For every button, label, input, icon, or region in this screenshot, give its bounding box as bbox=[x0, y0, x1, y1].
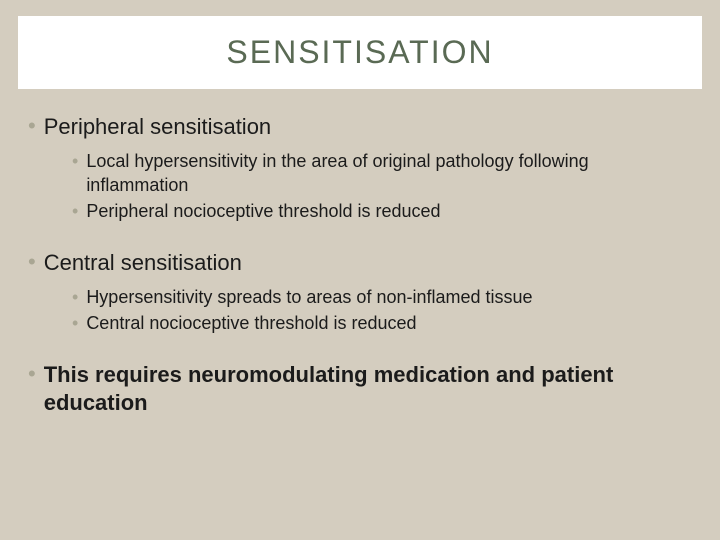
section-heading-text: Central sensitisation bbox=[44, 249, 242, 277]
list-item-text: Hypersensitivity spreads to areas of non… bbox=[86, 285, 532, 309]
bullet-icon: • bbox=[72, 149, 78, 173]
section-heading: • Central sensitisation bbox=[28, 249, 692, 277]
section-heading: • Peripheral sensitisation bbox=[28, 113, 692, 141]
bullet-icon: • bbox=[28, 361, 36, 387]
list-item: • Central nocioceptive threshold is redu… bbox=[72, 311, 692, 335]
bullet-icon: • bbox=[28, 113, 36, 139]
list-item-text: Local hypersensitivity in the area of or… bbox=[86, 149, 692, 198]
sub-list: • Local hypersensitivity in the area of … bbox=[72, 149, 692, 224]
section-heading-text: This requires neuromodulating medication… bbox=[44, 361, 692, 416]
list-item-text: Central nocioceptive threshold is reduce… bbox=[86, 311, 416, 335]
title-box: SENSITISATION bbox=[18, 16, 702, 89]
bullet-icon: • bbox=[72, 199, 78, 223]
list-item: • Peripheral nocioceptive threshold is r… bbox=[72, 199, 692, 223]
bullet-icon: • bbox=[28, 249, 36, 275]
bullet-icon: • bbox=[72, 311, 78, 335]
section-heading: • This requires neuromodulating medicati… bbox=[28, 361, 692, 416]
list-item: • Hypersensitivity spreads to areas of n… bbox=[72, 285, 692, 309]
bullet-icon: • bbox=[72, 285, 78, 309]
sub-list: • Hypersensitivity spreads to areas of n… bbox=[72, 285, 692, 336]
slide-content: • Peripheral sensitisation • Local hyper… bbox=[0, 89, 720, 416]
list-item: • Local hypersensitivity in the area of … bbox=[72, 149, 692, 198]
slide-title: SENSITISATION bbox=[18, 34, 702, 71]
list-item-text: Peripheral nocioceptive threshold is red… bbox=[86, 199, 440, 223]
section-heading-text: Peripheral sensitisation bbox=[44, 113, 271, 141]
